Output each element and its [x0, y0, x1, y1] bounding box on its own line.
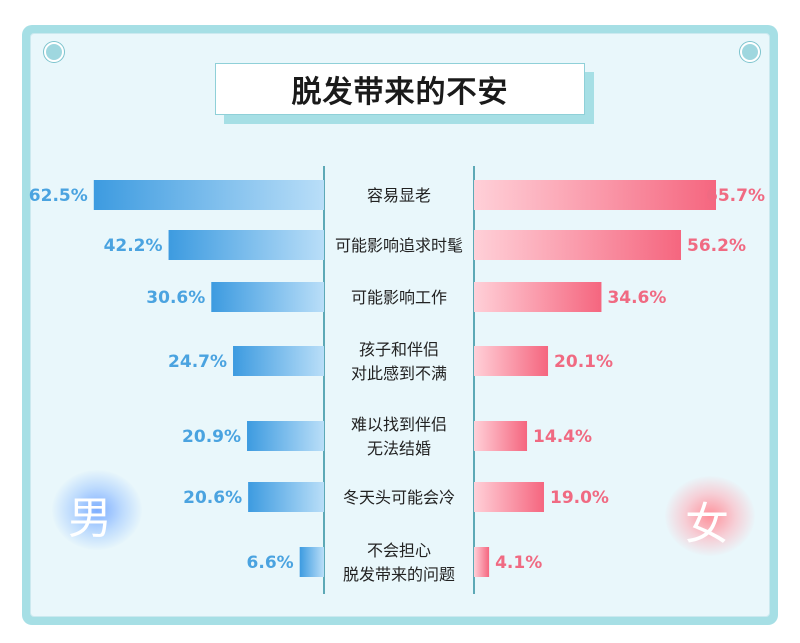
male-glow — [52, 470, 142, 550]
category-label: 可能影响工作 — [351, 288, 447, 307]
bar-male — [93, 180, 324, 210]
bar-male — [168, 230, 324, 260]
category-label: 无法结婚 — [367, 439, 431, 458]
value-label-female: 4.1% — [495, 553, 542, 573]
bar-male — [247, 421, 324, 451]
bar-female — [474, 282, 602, 312]
value-label-male: 24.7% — [168, 352, 227, 372]
value-label-male: 42.2% — [104, 236, 163, 256]
bar-female — [474, 180, 716, 210]
corner-dot-right — [740, 42, 760, 62]
value-label-male: 30.6% — [146, 288, 205, 308]
value-label-male: 6.6% — [247, 553, 294, 573]
male-label: 男 — [68, 493, 112, 544]
bar-male — [211, 282, 324, 312]
value-label-male: 62.5% — [29, 186, 88, 206]
frame-panel — [30, 33, 770, 617]
bar-male — [233, 346, 324, 376]
category-label: 冬天头可能会冷 — [343, 488, 455, 507]
value-label-female: 34.6% — [607, 288, 666, 308]
bar-female — [474, 230, 682, 260]
bar-male — [248, 482, 324, 512]
chart-title: 脱发带来的不安 — [215, 63, 585, 115]
bar-female — [474, 346, 549, 376]
value-label-male: 20.9% — [182, 427, 241, 447]
female-glow — [665, 476, 755, 556]
value-label-male: 20.6% — [183, 488, 242, 508]
category-label: 不会担心 — [367, 541, 431, 560]
value-label-female: 65.7% — [706, 186, 765, 206]
female-label: 女 — [685, 499, 729, 550]
category-label: 对此感到不满 — [351, 364, 447, 383]
category-label: 难以找到伴侣 — [351, 415, 447, 434]
value-label-female: 56.2% — [687, 236, 746, 256]
bar-female — [474, 547, 490, 577]
value-label-female: 19.0% — [550, 488, 609, 508]
category-label: 脱发带来的问题 — [343, 565, 455, 584]
category-label: 孩子和伴侣 — [359, 340, 439, 359]
bar-female — [474, 421, 528, 451]
value-label-female: 20.1% — [554, 352, 613, 372]
value-label-female: 14.4% — [533, 427, 592, 447]
bar-male — [299, 547, 324, 577]
category-label: 容易显老 — [367, 186, 431, 205]
category-label: 可能影响追求时髦 — [335, 236, 463, 255]
corner-dot-left — [44, 42, 64, 62]
bar-female — [474, 482, 544, 512]
